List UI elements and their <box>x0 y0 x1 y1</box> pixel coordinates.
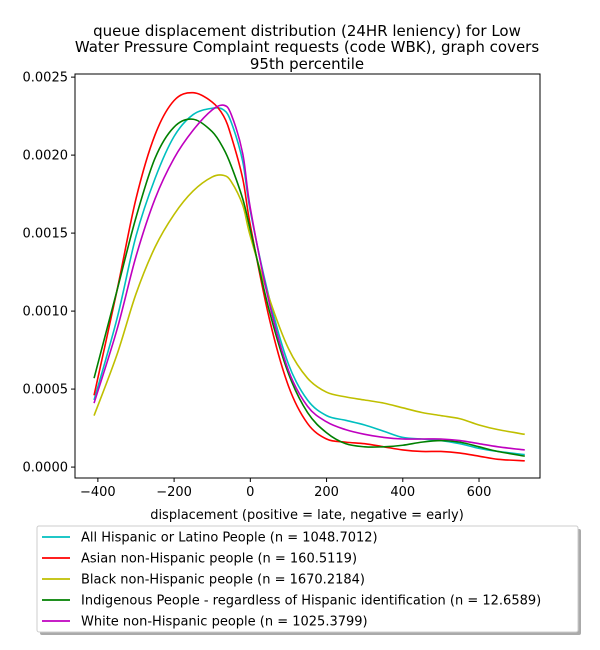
x-tick-label: −200 <box>156 485 192 500</box>
series-line-4 <box>93 104 525 451</box>
legend-label-3: Indigenous People - regardless of Hispan… <box>81 594 541 609</box>
x-tick-label: −400 <box>80 485 116 500</box>
series-line-2 <box>93 174 525 436</box>
y-tick-label: 0.0020 <box>23 149 69 164</box>
chart-title-line-2: Water Pressure Complaint requests (code … <box>75 38 540 56</box>
legend-label-1: Asian non-Hispanic people (n = 160.5119) <box>81 552 357 567</box>
legend-box <box>36 525 579 633</box>
y-tick-label: 0.0025 <box>23 71 69 86</box>
legend-label-0: All Hispanic or Latino People (n = 1048.… <box>81 531 378 546</box>
x-tick-label: 0 <box>246 485 254 500</box>
legend-label-4: White non-Hispanic people (n = 1025.3799… <box>81 615 368 630</box>
plot-frame <box>74 73 541 479</box>
y-tick-label: 0.0015 <box>23 227 69 242</box>
y-tick-label: 0.0005 <box>23 383 69 398</box>
chart-title-line-3: 95th percentile <box>250 55 364 73</box>
series-line-1 <box>93 91 525 462</box>
x-tick-label: 200 <box>314 485 339 500</box>
series-lines <box>93 91 525 462</box>
axes: −400 −200 0 200 400 600 0.0000 0.0005 0.0010 0.00… <box>23 71 541 500</box>
x-tick-label: 600 <box>467 485 492 500</box>
legend: All Hispanic or Latino People (n = 1048.… <box>36 525 581 635</box>
series-line-0 <box>93 107 525 456</box>
y-tick-label: 0.0000 <box>23 461 69 476</box>
y-tick-label: 0.0010 <box>23 305 69 320</box>
chart-title-line-1: queue displacement distribution (24HR le… <box>93 22 521 40</box>
series-line-3 <box>93 118 525 457</box>
legend-label-2: Black non-Hispanic people (n = 1670.2184… <box>81 573 365 588</box>
x-tick-label: 400 <box>390 485 415 500</box>
chart-title: queue displacement distribution (24HR le… <box>75 22 540 73</box>
x-axis-label: displacement (positive = late, negative … <box>150 508 464 523</box>
